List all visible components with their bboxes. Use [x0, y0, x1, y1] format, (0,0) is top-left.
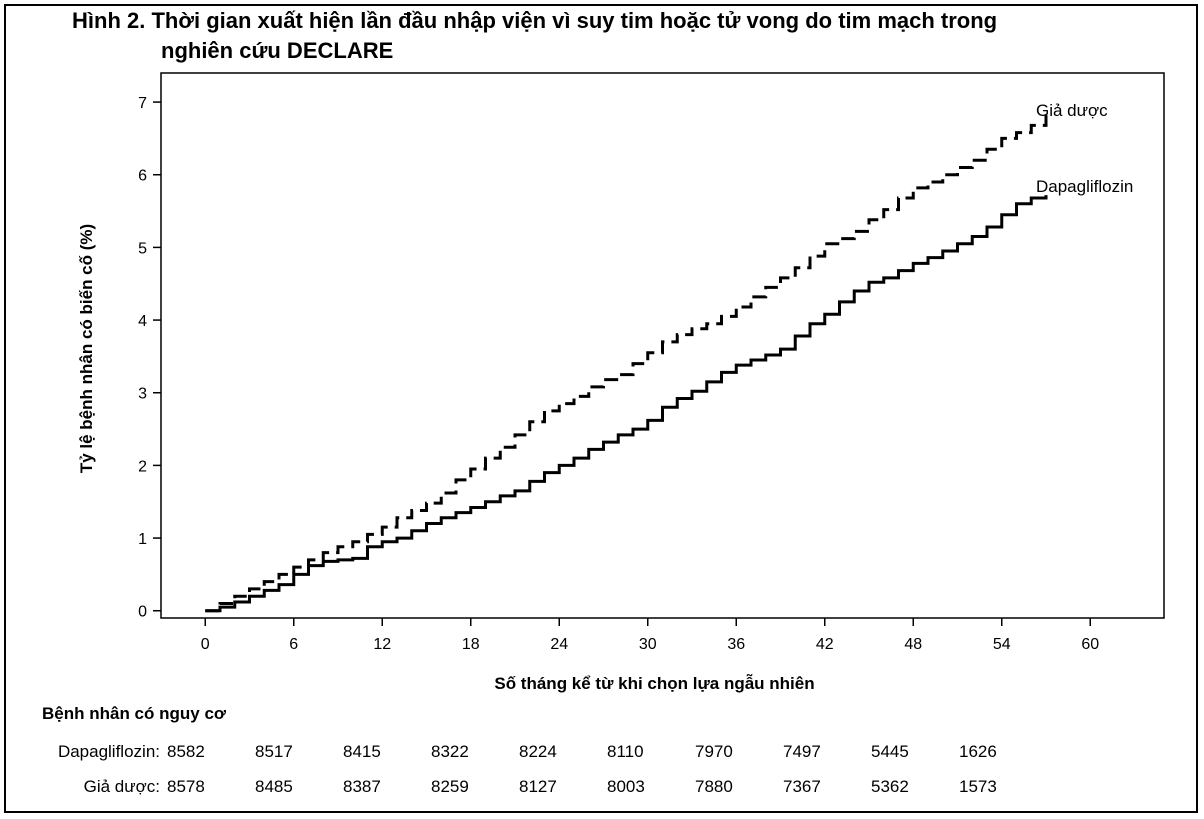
- risk-cell: 8415: [343, 742, 381, 761]
- risk-cell: 8003: [607, 777, 645, 796]
- risk-cell: 7880: [695, 777, 733, 796]
- y-tick-label: 5: [138, 240, 147, 257]
- title-line-2: nghiên cứu DECLARE: [161, 38, 394, 63]
- risk-cell: 5445: [871, 742, 909, 761]
- x-tick-label: 42: [816, 636, 834, 653]
- x-tick-label: 60: [1081, 636, 1099, 653]
- risk-cell: 8259: [431, 777, 469, 796]
- x-tick-label: 12: [373, 636, 391, 653]
- x-tick-label: 54: [993, 636, 1011, 653]
- risk-cell: 5362: [871, 777, 909, 796]
- title-line-1: Hình 2. Thời gian xuất hiện lần đầu nhập…: [72, 8, 998, 33]
- label-placebo: Giả dược: [1036, 101, 1108, 120]
- risk-cell: 8224: [519, 742, 557, 761]
- risk-cell: 8485: [255, 777, 293, 796]
- risk-cell: 8517: [255, 742, 293, 761]
- risk-cell: 7497: [783, 742, 821, 761]
- x-tick-label: 24: [550, 636, 568, 653]
- y-tick-label: 0: [138, 604, 147, 621]
- x-tick-label: 36: [727, 636, 745, 653]
- figure-title: Hình 2. Thời gian xuất hiện lần đầu nhập…: [72, 6, 1172, 66]
- risk-cell: 8127: [519, 777, 557, 796]
- y-tick-label: 7: [138, 95, 147, 112]
- series-line-placebo: [205, 115, 1048, 613]
- risk-cell: 1626: [959, 742, 997, 761]
- risk-table-heading: Bệnh nhân có nguy cơ: [42, 704, 226, 723]
- risk-row-label: Giả dược:: [83, 777, 160, 796]
- risk-cell: 8582: [167, 742, 205, 761]
- x-tick-label: 6: [289, 636, 298, 653]
- label-dapagliflozin: Dapagliflozin: [1036, 177, 1133, 196]
- y-tick-label: 6: [138, 168, 147, 185]
- x-tick-label: 30: [639, 636, 657, 653]
- risk-cell: 8322: [431, 742, 469, 761]
- x-tick-label: 48: [904, 636, 922, 653]
- y-tick-label: 2: [138, 458, 147, 475]
- risk-cell: 8578: [167, 777, 205, 796]
- risk-cell: 1573: [959, 777, 997, 796]
- risk-cell: 8110: [607, 742, 644, 761]
- y-tick-label: 1: [138, 531, 147, 548]
- risk-cell: 8387: [343, 777, 381, 796]
- risk-cell: 7970: [695, 742, 733, 761]
- series-line-dapagliflozin: [205, 195, 1048, 613]
- figure-frame: [4, 4, 1198, 813]
- y-axis-label: Tỷ lệ bệnh nhân có biến cố (%): [77, 224, 96, 473]
- risk-cell: 7367: [783, 777, 821, 796]
- plot-area: [160, 72, 1165, 619]
- x-tick-label: 18: [462, 636, 480, 653]
- x-axis-label: Số tháng kể từ khi chọn lựa ngẫu nhiên: [494, 674, 814, 693]
- risk-row-label: Dapagliflozin:: [57, 742, 160, 761]
- x-tick-label: 0: [201, 636, 210, 653]
- y-tick-label: 4: [138, 313, 147, 330]
- y-tick-label: 3: [138, 386, 147, 403]
